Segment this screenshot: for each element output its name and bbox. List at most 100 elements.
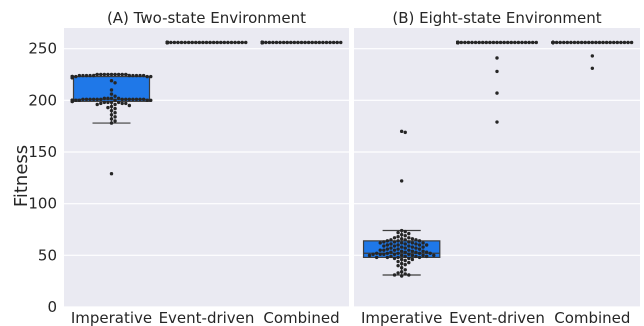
swarm-point <box>502 40 506 45</box>
swarm-point <box>124 101 128 106</box>
swarm-point <box>594 40 598 45</box>
swarm-point <box>236 40 241 45</box>
swarm-point <box>149 98 153 103</box>
swarm-point <box>244 40 248 45</box>
swarm-point <box>389 238 393 242</box>
swarm-point <box>113 119 117 123</box>
swarm-point <box>219 40 223 45</box>
swarm-point <box>403 272 407 276</box>
swarm-point <box>597 40 602 45</box>
y-tick-label-150: 150 <box>28 143 57 161</box>
swarm-point <box>396 251 400 255</box>
swarm-point <box>204 40 209 45</box>
swarm-point <box>495 40 499 45</box>
swarm-point <box>399 257 404 262</box>
swarm-point <box>113 72 117 77</box>
swarm-point <box>399 274 404 278</box>
swarm-point <box>124 72 128 77</box>
swarm-point <box>399 129 404 134</box>
swarm-point <box>211 40 216 45</box>
swarm-point <box>619 40 623 45</box>
swarm-point <box>403 238 407 242</box>
swarm-point <box>324 40 329 45</box>
swarm-point <box>328 40 332 45</box>
swarm-point <box>403 250 407 254</box>
swarm-point <box>109 96 114 100</box>
swarm-point <box>116 72 121 77</box>
swarm-point <box>102 72 107 77</box>
swarm-point <box>389 254 393 259</box>
x-tick-label-event-driven: Event-driven <box>159 309 255 326</box>
swarm-point <box>296 40 300 45</box>
swarm-point <box>414 250 418 254</box>
swarm-point <box>432 253 436 258</box>
swarm-point <box>109 72 114 77</box>
swarm-point <box>403 242 407 246</box>
swarm-point <box>102 100 107 105</box>
swarm-point <box>91 97 96 102</box>
swarm-point <box>169 40 173 45</box>
swarm-point <box>407 240 411 244</box>
swarm-point <box>495 120 499 124</box>
swarm-point <box>421 253 425 258</box>
swarm-point <box>149 74 153 79</box>
swarm-point <box>70 75 74 80</box>
swarm-point <box>392 252 397 256</box>
swarm-point <box>385 243 390 247</box>
y-tick-label-250: 250 <box>28 40 57 58</box>
swarm-point <box>145 98 149 103</box>
swarm-event-driven <box>456 40 538 124</box>
swarm-point <box>534 40 538 45</box>
swarm-point <box>456 40 460 45</box>
swarm-point <box>208 40 212 45</box>
swarm-point <box>569 40 573 45</box>
swarm-point <box>417 247 422 251</box>
swarm-point <box>392 248 397 252</box>
swarm-point <box>113 81 117 85</box>
swarm-point <box>331 40 336 45</box>
swarm-point <box>562 40 566 45</box>
swarm-point <box>109 121 114 125</box>
swarm-point <box>124 97 128 102</box>
swarm-point <box>74 74 78 79</box>
swarm-point <box>407 236 411 240</box>
swarm-point <box>306 40 311 45</box>
swarm-point <box>141 73 146 78</box>
swarm-point <box>407 248 411 252</box>
swarm-point <box>233 40 237 45</box>
swarm-point <box>396 255 400 260</box>
swarm-point <box>396 243 400 247</box>
swarm-event-driven <box>165 40 248 45</box>
swarm-point <box>172 40 177 45</box>
swarm-point <box>109 104 114 109</box>
swarm-point <box>396 263 400 268</box>
swarm-point <box>576 40 580 45</box>
swarm-point <box>310 40 314 45</box>
swarm-point <box>374 255 379 260</box>
swarm-point <box>626 40 630 45</box>
swarm-point <box>99 72 103 77</box>
swarm-point <box>473 40 478 45</box>
swarm-point <box>399 249 404 253</box>
swarm-point <box>321 40 325 45</box>
y-tick-label-0: 0 <box>47 298 57 316</box>
swarm-point <box>106 72 110 77</box>
x-tick-label-imperative: Imperative <box>361 309 442 326</box>
swarm-point <box>134 73 139 78</box>
swarm-point <box>572 40 577 45</box>
panel-title: (A) Two-state Environment <box>107 9 306 27</box>
swarm-point <box>414 238 418 242</box>
x-tick-label-event-driven: Event-driven <box>449 309 545 326</box>
swarm-point <box>463 40 467 45</box>
swarm-point <box>495 56 499 60</box>
swarm-point <box>335 40 339 45</box>
swarm-point <box>399 232 404 237</box>
swarm-point <box>459 40 463 45</box>
swarm-point <box>385 251 390 255</box>
swarm-point <box>281 40 286 45</box>
swarm-point <box>176 40 180 45</box>
swarm-point <box>292 40 297 45</box>
swarm-point <box>131 73 135 78</box>
swarm-point <box>608 40 612 45</box>
